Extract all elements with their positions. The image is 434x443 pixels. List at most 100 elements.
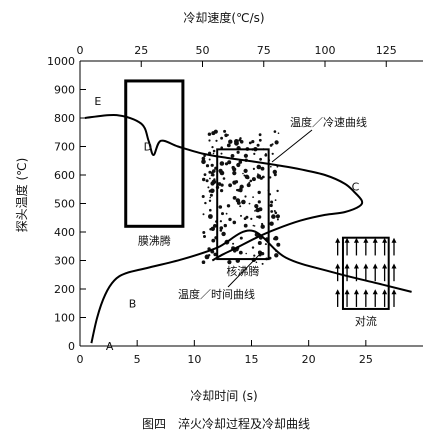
bubble-dot <box>232 171 237 176</box>
convection-arrow-head <box>344 237 350 243</box>
bubble-dot <box>213 252 217 257</box>
bubble-dot <box>248 202 251 205</box>
bubble-dot <box>209 228 212 231</box>
bubble-dot <box>219 161 225 166</box>
region-label: 核沸腾 <box>226 264 259 278</box>
convection-arrow-head <box>363 263 369 269</box>
y-tick-label: 1000 <box>47 55 75 68</box>
convection-arrow-head <box>344 263 350 269</box>
rate-curve-label: 温度／冷速曲线 <box>290 115 367 129</box>
bubble-dot <box>221 231 226 237</box>
bubble-dot <box>201 195 205 198</box>
temperature-rate-curve <box>84 113 364 262</box>
convection-arrow-head <box>335 289 341 295</box>
bubble-dot <box>243 223 248 228</box>
bubble-dot <box>227 134 230 136</box>
bubble-dot <box>260 224 265 229</box>
bubble-dot <box>228 183 233 188</box>
bubble-dot <box>231 165 235 170</box>
bubble-dot <box>208 170 212 174</box>
bubble-dot <box>275 214 280 219</box>
bubble-dot <box>219 220 222 223</box>
convection-arrow-head <box>391 289 397 295</box>
bubble-dot <box>264 153 268 157</box>
convection-arrow-head <box>363 289 369 295</box>
bubble-dot <box>240 214 242 217</box>
bubble-dot <box>253 225 256 227</box>
bubble-dot <box>258 138 262 142</box>
convection-arrow-head <box>363 237 369 243</box>
bubble-dot <box>258 133 262 137</box>
x2-tick-label: 125 <box>376 44 397 57</box>
y-tick-label: 500 <box>54 198 75 211</box>
bubble-dot <box>208 189 212 193</box>
bubble-dot <box>271 152 274 155</box>
bubble-dot <box>271 143 274 146</box>
bubble-dot <box>209 196 211 199</box>
bubble-dot <box>270 201 274 204</box>
bubble-dot <box>201 156 206 161</box>
x-tick-label: 20 <box>302 353 316 366</box>
bubble-dot <box>274 211 278 215</box>
bubble-dot <box>249 179 253 183</box>
point-label-b: B <box>129 297 137 310</box>
bubble-dot <box>212 169 216 173</box>
bubble-dot <box>208 254 211 257</box>
bubble-dot <box>238 139 241 142</box>
bubble-dot <box>211 179 217 185</box>
bubble-dot <box>234 139 239 144</box>
point-label-d: D <box>144 141 152 154</box>
y-tick-label: 200 <box>54 283 75 296</box>
bubble-dot <box>220 189 224 193</box>
bubble-dot <box>269 203 273 208</box>
x-tick-label: 0 <box>77 353 84 366</box>
bubble-dot <box>211 238 216 243</box>
bubble-dot <box>274 253 279 258</box>
bubble-dot <box>236 162 241 168</box>
bubble-dot <box>270 165 272 168</box>
bubble-dot <box>220 183 224 187</box>
bubble-dot <box>252 224 255 227</box>
bubble-dot <box>264 243 267 246</box>
bubble-dot <box>202 177 206 182</box>
bubble-dot <box>276 242 281 247</box>
bubble-dot <box>251 140 255 144</box>
bubble-dot <box>239 236 243 240</box>
bubble-dot <box>227 260 232 265</box>
bubble-dot <box>252 196 255 199</box>
time-curve-label: 温度／时间曲线 <box>178 287 255 301</box>
bubble-dot <box>209 193 213 197</box>
bubble-dot <box>202 213 205 216</box>
bubble-dot <box>251 177 256 182</box>
bubble-dot <box>219 226 224 230</box>
bubble-dot <box>208 158 211 161</box>
convection-arrow-head <box>382 237 388 243</box>
regime-boxes <box>124 79 390 310</box>
bubble-dot <box>215 139 218 142</box>
rate-curve-leader <box>271 129 313 163</box>
chart-labels: 冷却速度(℃/s) 冷却时间 (s) 探头温度 (℃) 图四 淬火冷却过程及冷却曲线 温… <box>14 10 377 431</box>
bubble-dot <box>239 205 242 208</box>
bubble-dot <box>203 235 206 238</box>
bubble-dot <box>270 210 274 213</box>
bubble-dot <box>201 159 206 165</box>
bubble-dot <box>213 178 216 181</box>
bubble-dot <box>254 210 256 212</box>
bubble-dot <box>269 221 274 226</box>
bottom-axis-label: 冷却时间 (s) <box>190 389 257 403</box>
bubble-dot <box>250 217 253 220</box>
x-tick-label: 15 <box>245 353 259 366</box>
bubble-dot <box>232 180 237 185</box>
bubble-dot <box>248 181 251 184</box>
convection-arrow-head <box>382 289 388 295</box>
x2-tick-label: 0 <box>77 44 84 57</box>
bubble-dot <box>220 146 223 149</box>
y-tick-label: 600 <box>54 169 75 182</box>
bubble-dot <box>253 152 256 155</box>
point-label-e: E <box>94 95 101 108</box>
x2-tick-label: 50 <box>196 44 210 57</box>
x-tick-label: 5 <box>134 353 141 366</box>
bubble-dot <box>223 129 227 133</box>
y-tick-label: 0 <box>68 340 75 353</box>
convection-arrow-head <box>391 263 397 269</box>
